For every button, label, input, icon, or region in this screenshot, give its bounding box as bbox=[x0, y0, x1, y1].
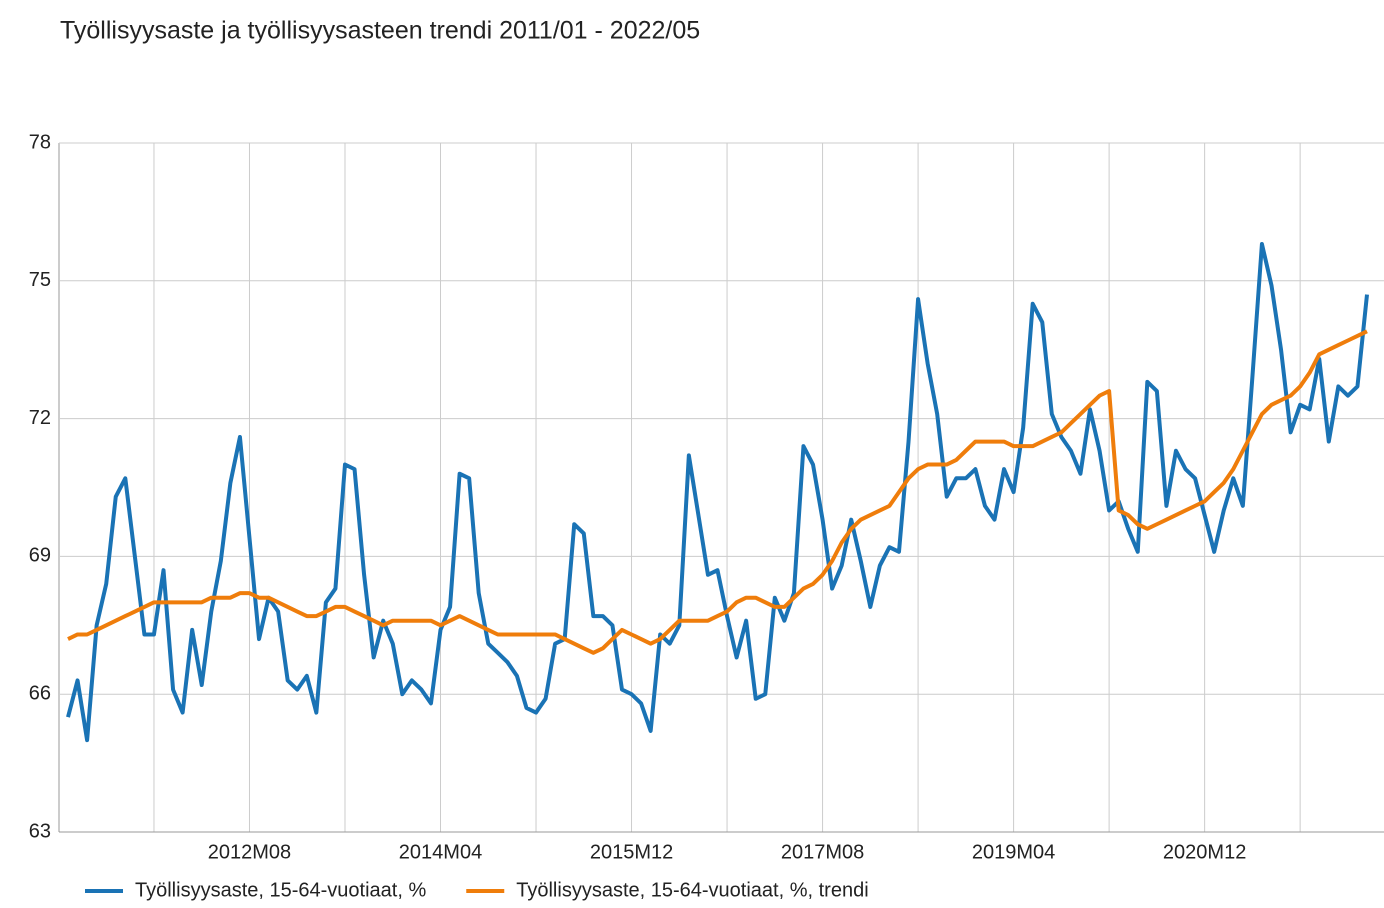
x-tick-label: 2019M04 bbox=[972, 841, 1055, 863]
legend-label: Työllisyysaste, 15-64-vuotiaat, % bbox=[135, 879, 426, 901]
y-tick-label: 72 bbox=[29, 407, 51, 429]
data-line bbox=[67, 329, 1368, 655]
y-tick-label: 69 bbox=[29, 545, 51, 567]
y-tick-label: 66 bbox=[29, 682, 51, 704]
x-tick-label: 2015M12 bbox=[590, 841, 673, 863]
y-tick-label: 75 bbox=[29, 269, 51, 291]
chart-title: Työllisyysaste ja työllisyysasteen trend… bbox=[60, 17, 700, 45]
legend-label: Työllisyysaste, 15-64-vuotiaat, %, trend… bbox=[516, 879, 868, 901]
x-tick-label: 2020M12 bbox=[1163, 841, 1246, 863]
x-tick-label: 2014M04 bbox=[399, 841, 482, 863]
x-tick-label: 2017M08 bbox=[781, 841, 864, 863]
data-line bbox=[66, 242, 1369, 743]
y-tick-label: 78 bbox=[29, 131, 51, 153]
x-tick-label: 2012M08 bbox=[208, 841, 291, 863]
y-tick-label: 63 bbox=[29, 820, 51, 842]
